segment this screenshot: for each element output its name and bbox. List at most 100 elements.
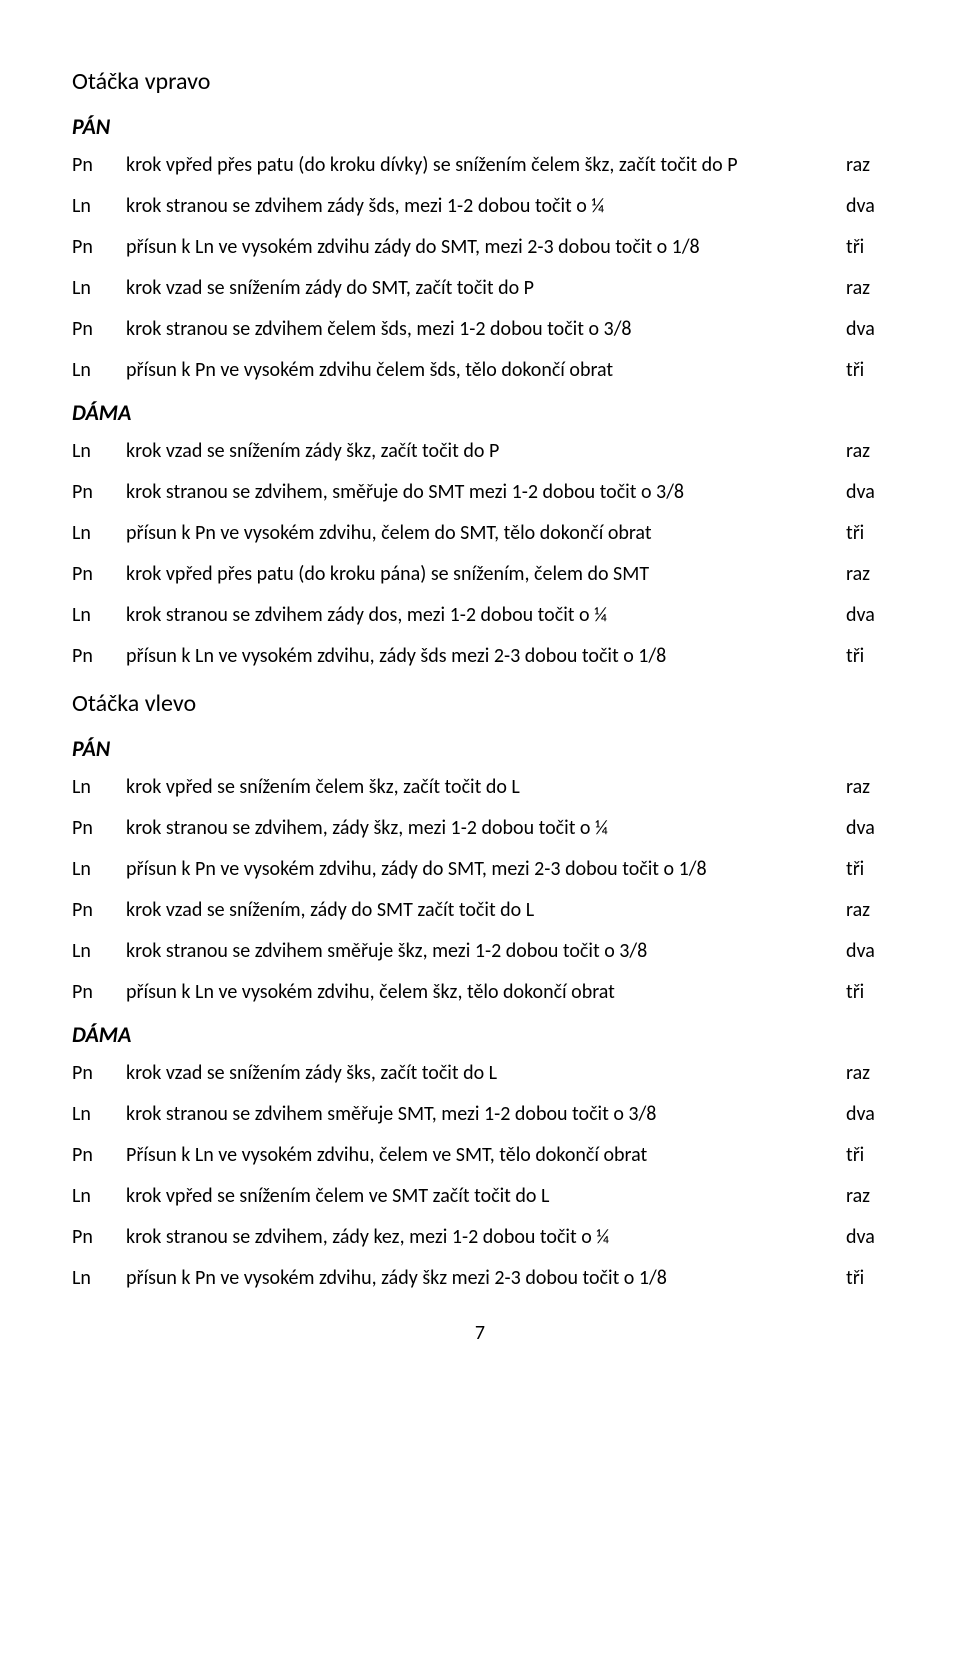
foot-label: Pn [72,561,126,588]
step-row: Lnkrok stranou se zdvihem zády šds, mezi… [72,193,888,220]
foot-label: Ln [72,938,126,965]
count-label: tři [846,357,888,384]
foot-label: Ln [72,275,126,302]
step-row: Pnpřísun k Ln ve vysokém zdvihu, čelem š… [72,979,888,1006]
count-label: dva [846,602,888,629]
count-label: tři [846,856,888,883]
foot-label: Pn [72,1142,126,1169]
step-row: Lnpřísun k Pn ve vysokém zdvihu, zády šk… [72,1265,888,1292]
count-label: raz [846,561,888,588]
step-row: Lnpřísun k Pn ve vysokém zdvihu, čelem d… [72,520,888,547]
count-label: raz [846,152,888,179]
step-row: Lnpřísun k Pn ve vysokém zdvihu čelem šd… [72,357,888,384]
step-description: krok vpřed se snížením čelem škz, začít … [126,774,846,801]
step-row: PnPřísun k Ln ve vysokém zdvihu, čelem v… [72,1142,888,1169]
count-label: raz [846,897,888,924]
step-description: krok stranou se zdvihem, zády kez, mezi … [126,1224,846,1251]
count-label: dva [846,815,888,842]
subheading-dama: DÁMA [72,398,888,428]
count-label: dva [846,193,888,220]
step-row: Lnkrok vpřed se snížením čelem škz, začí… [72,774,888,801]
step-description: přísun k Pn ve vysokém zdvihu čelem šds,… [126,357,846,384]
foot-label: Pn [72,152,126,179]
count-label: dva [846,1101,888,1128]
foot-label: Ln [72,193,126,220]
step-description: přísun k Pn ve vysokém zdvihu, zády škz … [126,1265,846,1292]
foot-label: Ln [72,357,126,384]
step-description: krok stranou se zdvihem zády dos, mezi 1… [126,602,846,629]
page-number: 7 [72,1320,888,1347]
step-row: Pnkrok vzad se snížením, zády do SMT zač… [72,897,888,924]
foot-label: Pn [72,815,126,842]
foot-label: Ln [72,1183,126,1210]
section-heading: Otáčka vlevo [72,688,888,720]
step-description: přísun k Ln ve vysokém zdvihu, zády šds … [126,643,846,670]
step-row: Pnpřísun k Ln ve vysokém zdvihu zády do … [72,234,888,261]
foot-label: Ln [72,856,126,883]
step-description: přísun k Ln ve vysokém zdvihu, čelem škz… [126,979,846,1006]
count-label: raz [846,275,888,302]
step-row: Lnkrok vzad se snížením zády škz, začít … [72,438,888,465]
step-row: Pnkrok stranou se zdvihem čelem šds, mez… [72,316,888,343]
foot-label: Pn [72,1060,126,1087]
foot-label: Pn [72,643,126,670]
step-row: Pnkrok stranou se zdvihem, směřuje do SM… [72,479,888,506]
step-description: přísun k Pn ve vysokém zdvihu, zády do S… [126,856,846,883]
count-label: tři [846,979,888,1006]
step-description: krok stranou se zdvihem směřuje škz, mez… [126,938,846,965]
step-description: krok vpřed přes patu (do kroku dívky) se… [126,152,846,179]
step-description: krok vpřed přes patu (do kroku pána) se … [126,561,846,588]
step-description: Přísun k Ln ve vysokém zdvihu, čelem ve … [126,1142,846,1169]
count-label: tři [846,234,888,261]
foot-label: Pn [72,979,126,1006]
count-label: tři [846,1265,888,1292]
foot-label: Ln [72,602,126,629]
count-label: raz [846,774,888,801]
step-row: Lnpřísun k Pn ve vysokém zdvihu, zády do… [72,856,888,883]
step-description: krok vpřed se snížením čelem ve SMT začí… [126,1183,846,1210]
step-row: Pnkrok vpřed přes patu (do kroku dívky) … [72,152,888,179]
foot-label: Pn [72,234,126,261]
step-row: Lnkrok vpřed se snížením čelem ve SMT za… [72,1183,888,1210]
foot-label: Ln [72,520,126,547]
step-row: Lnkrok stranou se zdvihem směřuje SMT, m… [72,1101,888,1128]
step-description: krok vzad se snížením zády šks, začít to… [126,1060,846,1087]
step-description: krok stranou se zdvihem, zády škz, mezi … [126,815,846,842]
count-label: tři [846,1142,888,1169]
subheading-pan: PÁN [72,112,888,142]
step-description: krok vzad se snížením zády škz, začít to… [126,438,846,465]
count-label: tři [846,520,888,547]
count-label: tři [846,643,888,670]
step-description: přísun k Ln ve vysokém zdvihu zády do SM… [126,234,846,261]
foot-label: Ln [72,774,126,801]
step-description: přísun k Pn ve vysokém zdvihu, čelem do … [126,520,846,547]
foot-label: Ln [72,1101,126,1128]
step-row: Pnkrok vpřed přes patu (do kroku pána) s… [72,561,888,588]
count-label: dva [846,1224,888,1251]
subheading-pan: PÁN [72,734,888,764]
step-row: Lnkrok stranou se zdvihem zády dos, mezi… [72,602,888,629]
foot-label: Pn [72,897,126,924]
subheading-dama: DÁMA [72,1020,888,1050]
step-row: Pnpřísun k Ln ve vysokém zdvihu, zády šd… [72,643,888,670]
count-label: dva [846,316,888,343]
step-description: krok vzad se snížením zády do SMT, začít… [126,275,846,302]
count-label: dva [846,479,888,506]
foot-label: Ln [72,438,126,465]
foot-label: Pn [72,1224,126,1251]
step-description: krok stranou se zdvihem zády šds, mezi 1… [126,193,846,220]
step-description: krok stranou se zdvihem směřuje SMT, mez… [126,1101,846,1128]
step-row: Lnkrok vzad se snížením zády do SMT, zač… [72,275,888,302]
foot-label: Ln [72,1265,126,1292]
step-row: Lnkrok stranou se zdvihem směřuje škz, m… [72,938,888,965]
section-heading: Otáčka vpravo [72,66,888,98]
count-label: dva [846,938,888,965]
step-description: krok stranou se zdvihem čelem šds, mezi … [126,316,846,343]
count-label: raz [846,1060,888,1087]
step-row: Pnkrok stranou se zdvihem, zády kez, mez… [72,1224,888,1251]
step-row: Pnkrok stranou se zdvihem, zády škz, mez… [72,815,888,842]
foot-label: Pn [72,479,126,506]
count-label: raz [846,1183,888,1210]
step-row: Pnkrok vzad se snížením zády šks, začít … [72,1060,888,1087]
count-label: raz [846,438,888,465]
